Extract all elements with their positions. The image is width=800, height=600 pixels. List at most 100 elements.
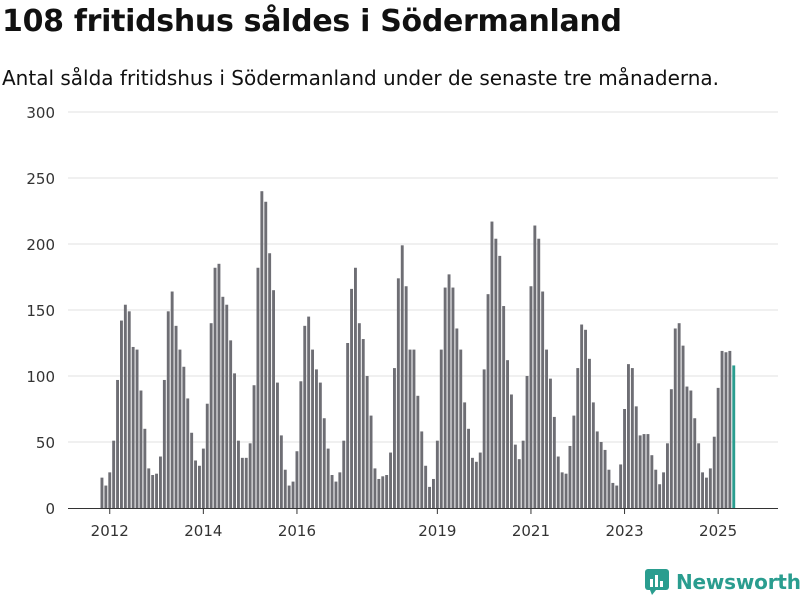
bar [135,349,139,508]
bar [588,358,591,508]
bar-chart: 0 50 100 150 200 250 300 2012 2014 2016 2019 2021 20… [26,0,778,540]
bar [416,395,420,508]
bar [264,201,268,508]
brand-name: Newsworthy [676,570,800,594]
bar [315,369,318,508]
bar [728,350,732,508]
bar [244,457,248,508]
bar [506,360,509,508]
bar [521,440,525,508]
bar [463,402,467,508]
bar [252,385,256,508]
bar [100,477,104,508]
bar [334,481,338,508]
bar [151,475,155,508]
bar [404,286,408,508]
bar [342,440,346,508]
bar [287,485,291,508]
bar [482,369,486,508]
bar [373,468,377,508]
bar [123,304,127,508]
bar [549,378,552,508]
bar [400,245,404,508]
bar [517,459,521,508]
bar [447,274,451,508]
bar [217,263,221,508]
bar [708,468,712,508]
bar [186,398,190,508]
bar [357,323,361,508]
bar [350,288,353,508]
bar [420,431,424,508]
bar [568,445,572,508]
bar [260,191,264,508]
bar [584,329,587,508]
bar [486,294,490,508]
bar [330,475,334,508]
x-tick-label: 2023 [605,522,643,540]
bar [455,328,459,508]
bar [591,402,595,508]
bar [170,291,174,508]
bar [393,368,396,508]
bar [279,435,283,508]
bar [529,286,533,508]
bar [435,440,439,508]
bar [307,316,311,508]
bar [178,349,182,508]
bar [533,225,537,508]
bar [311,349,314,508]
bar [513,444,517,508]
bar [155,473,158,508]
bar [424,465,428,508]
bar [209,323,213,508]
bar [268,253,272,508]
bar [576,368,580,508]
bar [658,484,662,508]
bar [322,418,326,508]
bar [213,267,217,508]
bar [365,376,369,508]
bar [580,324,584,508]
bar [572,415,576,508]
bar [471,457,474,508]
chart-subtitle: Antal sålda fritidshus i Södermanland un… [2,66,720,90]
bar [552,416,556,508]
bar [451,287,455,508]
bar [248,443,252,508]
bar [120,320,123,508]
bar [201,448,205,508]
bar [346,343,350,508]
bar [623,409,626,508]
bar [474,461,478,508]
bar [494,238,498,508]
bar [595,431,599,508]
bar [272,290,275,508]
bar [490,221,494,508]
bar [143,428,147,508]
bar [502,306,506,508]
bar [673,328,677,508]
bar [256,267,260,508]
bar [229,340,233,508]
x-tick-label: 2021 [512,522,550,540]
bar [525,376,529,508]
bar [369,415,373,508]
bar [634,406,638,508]
bar [705,477,708,508]
bar [174,325,178,508]
bar [131,346,135,508]
x-tick-label: 2016 [278,522,316,540]
bar [162,379,166,508]
bar [225,304,229,508]
newsworthy-logo-icon [645,569,669,595]
bar [619,464,623,508]
bar [642,434,646,508]
bar [654,469,658,508]
bar [326,448,330,508]
bar [408,349,412,508]
bar [112,440,116,508]
bar [603,449,607,508]
bar [662,472,665,508]
bar [381,476,385,508]
